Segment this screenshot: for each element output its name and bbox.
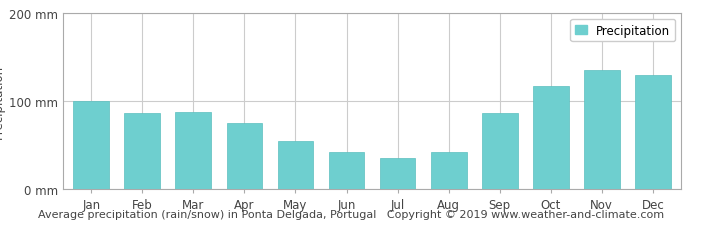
Bar	[329, 152, 364, 189]
Bar	[74, 102, 109, 189]
Bar	[533, 87, 569, 189]
Bar	[635, 75, 670, 189]
Bar	[482, 114, 517, 189]
Bar	[380, 158, 416, 189]
Bar	[584, 71, 620, 189]
Bar	[124, 113, 160, 189]
Bar	[277, 141, 313, 189]
Bar	[227, 124, 263, 189]
Bar	[176, 112, 211, 189]
Bar	[431, 152, 467, 189]
Text: Average precipitation (rain/snow) in Ponta Delgada, Portugal   Copyright © 2019 : Average precipitation (rain/snow) in Pon…	[38, 209, 664, 219]
Y-axis label: Precipitation: Precipitation	[0, 65, 5, 139]
Legend: Precipitation: Precipitation	[570, 20, 675, 42]
